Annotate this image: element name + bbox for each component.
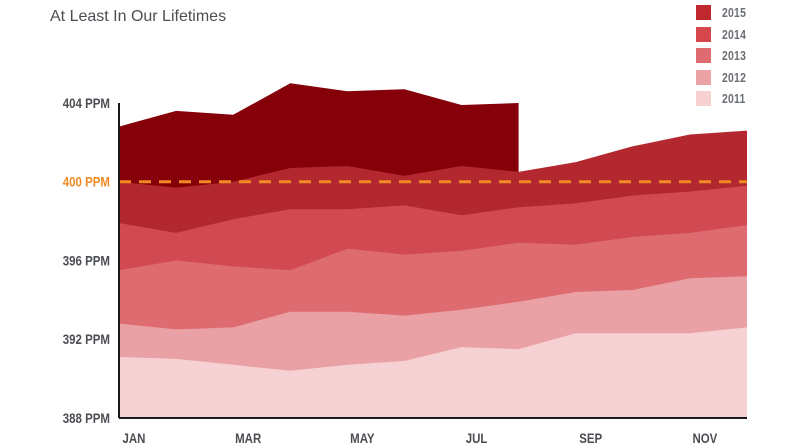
area-series-2011: [119, 327, 747, 418]
legend-swatch: [696, 26, 711, 42]
legend-label: 2015: [722, 5, 747, 21]
x-tick-labels: JAN MAR MAY JUL SEP NOV: [123, 430, 718, 445]
axes-group: [118, 103, 747, 419]
y-tick-label: 400 PPM: [63, 174, 110, 190]
x-tick-label: MAY: [350, 430, 375, 445]
y-tick-label: 404 PPM: [63, 95, 110, 111]
legend-item-2014: 2014: [696, 24, 752, 46]
legend-swatch: [696, 5, 711, 21]
chart-subtitle: At Least In Our Lifetimes: [50, 8, 227, 25]
legend-label: 2013: [722, 48, 747, 64]
y-tick-labels: 404 PPM 400 PPM 396 PPM 392 PPM 388 PPM: [63, 95, 110, 426]
legend-item-2012: 2012: [696, 67, 752, 89]
x-tick-label: SEP: [579, 430, 602, 445]
y-tick-label: 396 PPM: [63, 252, 110, 268]
y-tick-label: 388 PPM: [63, 410, 110, 426]
legend: 2015 2014 2013 2012 2011: [696, 2, 752, 110]
y-tick-label: 392 PPM: [63, 331, 110, 347]
legend-item-2011: 2011: [696, 88, 752, 110]
area-series-group: [119, 83, 747, 419]
legend-label: 2014: [722, 26, 747, 42]
legend-swatch: [696, 91, 711, 107]
legend-swatch: [696, 69, 711, 85]
x-tick-label: JAN: [123, 430, 146, 445]
legend-item-2013: 2013: [696, 45, 752, 67]
x-tick-label: MAR: [235, 430, 261, 445]
legend-swatch: [696, 48, 711, 64]
legend-item-2015: 2015: [696, 2, 752, 24]
x-tick-label: NOV: [692, 430, 717, 445]
legend-label: 2012: [722, 69, 747, 85]
x-tick-label: JUL: [466, 430, 488, 445]
legend-label: 2011: [722, 91, 746, 107]
